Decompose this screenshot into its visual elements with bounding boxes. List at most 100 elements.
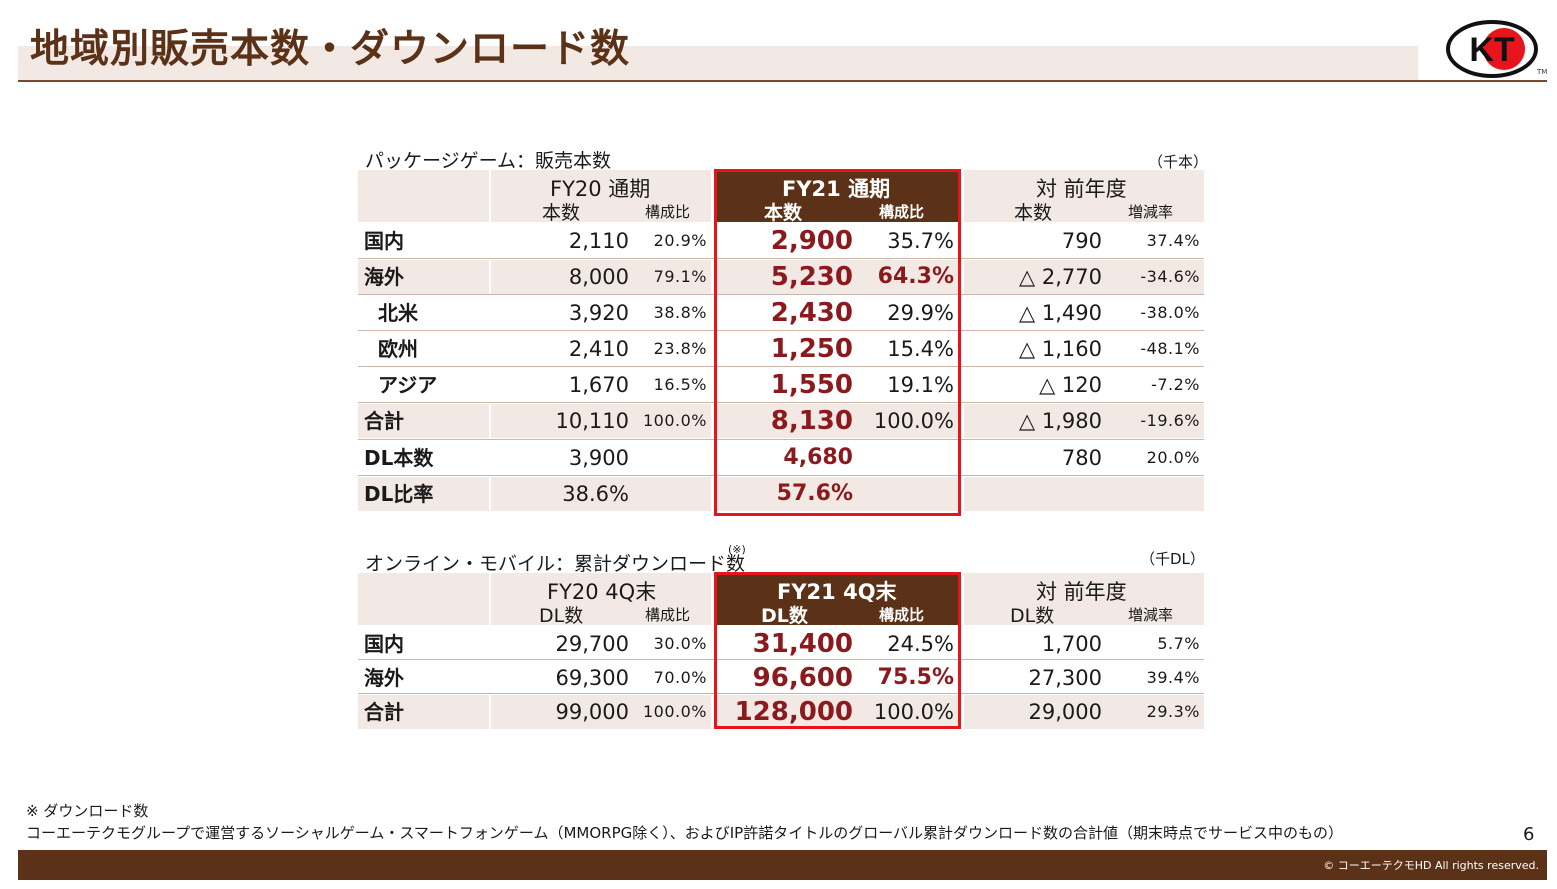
cell-fy20-share: 30.0%: [653, 634, 707, 653]
footnote-heading: ※ ダウンロード数: [26, 802, 149, 820]
page-title: 地域別販売本数・ダウンロード数: [30, 27, 631, 72]
online-header-yoy: 対 前年度 DL数 増減率: [964, 573, 1204, 627]
cell-fy21-share: 35.7%: [887, 229, 954, 253]
package-yoy-units: 本数: [1014, 202, 1053, 224]
cell-yoy-change: 37.4%: [1146, 231, 1200, 250]
row-label-overseas: 海外: [358, 260, 489, 294]
online-fy20-units: DL数: [539, 605, 584, 627]
package-fy21-title: FY21 通期: [782, 177, 891, 201]
cell-fy20-share: 23.8%: [653, 339, 707, 358]
online-unit: （千DL）: [1140, 550, 1205, 568]
online-header-label-cell: [358, 573, 489, 625]
cell-yoy-change: -19.6%: [1106, 404, 1204, 438]
cell-yoy-units: △ 120: [1039, 373, 1102, 397]
package-fy21-share: 構成比: [879, 203, 925, 221]
fy21-online-highlight-box: [714, 572, 961, 729]
cell-fy21-share: 75.5%: [877, 665, 954, 690]
package-section-title: パッケージゲーム：販売本数: [365, 150, 612, 172]
cell-empty: [857, 477, 958, 511]
cell-fy20-share: 38.8%: [653, 303, 707, 322]
cell-empty: [964, 477, 1204, 511]
row-label-europe: 欧州: [378, 337, 418, 361]
cell-fy21-units: 1,250: [770, 334, 853, 364]
package-header-yoy: 対 前年度 本数 増減率: [964, 170, 1204, 224]
online-section-title: オンライン・モバイル：累計ダウンロード数: [365, 553, 746, 575]
cell-yoy-units: 790: [1061, 229, 1102, 253]
cell-empty: [633, 477, 711, 511]
cell-yoy-change: 39.4%: [1146, 668, 1200, 687]
cell-yoy-change: 5.7%: [1157, 634, 1200, 653]
online-fy20-share: 構成比: [645, 606, 691, 624]
cell-fy21-share: 19.1%: [887, 373, 954, 397]
online-row-label-total: 合計: [358, 695, 489, 729]
row-divider: [358, 294, 1204, 295]
online-row-label-domestic: 国内: [364, 632, 404, 656]
cell-yoy-units: 780: [1061, 446, 1102, 470]
cell-fy21-share: 100.0%: [857, 404, 958, 438]
online-row-label-overseas: 海外: [364, 666, 404, 690]
package-header-fy21: FY21 通期 本数 構成比: [717, 172, 958, 224]
online-header-fy20: FY20 4Q末 DL数 構成比: [491, 573, 711, 627]
cell-fy20-units: 3,920: [568, 301, 629, 325]
cell-fy20-units: 69,300: [555, 666, 629, 690]
logo-trademark: TM: [1537, 68, 1548, 76]
cell-fy21-units: 96,600: [752, 663, 853, 693]
cell-fy20-units: 1,670: [568, 373, 629, 397]
row-divider: [358, 258, 1204, 259]
cell-fy21-units: 128,000: [717, 695, 857, 729]
row-divider: [358, 693, 1204, 694]
cell-yoy-change: 29.3%: [1106, 695, 1204, 729]
row-divider: [358, 659, 1204, 660]
cell-fy20-share: 100.0%: [633, 695, 711, 729]
cell-fy20-units: 29,700: [555, 632, 629, 656]
online-header-fy21: FY21 4Q末 DL数 構成比: [717, 575, 958, 627]
row-label-dl-ratio: DL比率: [358, 477, 489, 511]
online-yoy-units: DL数: [1010, 605, 1055, 627]
cell-yoy-units: 29,000: [964, 695, 1106, 729]
cell-yoy-change: -7.2%: [1151, 375, 1200, 394]
package-fy20-units: 本数: [542, 202, 581, 224]
koei-tecmo-logo: KT: [1446, 20, 1538, 78]
page-number: 6: [1523, 824, 1535, 845]
package-yoy-change: 増減率: [1128, 203, 1174, 221]
online-yoy-title: 対 前年度: [1036, 580, 1127, 604]
cell-fy21-share: 64.3%: [857, 260, 958, 294]
cell-fy20-units: 10,110: [491, 404, 633, 438]
row-label-dl-units: DL本数: [364, 446, 434, 470]
online-note-mark: (※): [728, 543, 746, 556]
footer-bar: [18, 850, 1547, 880]
package-unit: （千本）: [1148, 153, 1209, 171]
cell-fy21-share: 100.0%: [857, 695, 958, 729]
cell-fy20-share: 100.0%: [633, 404, 711, 438]
cell-fy20-units: 3,900: [568, 446, 629, 470]
package-header-fy20: FY20 通期 本数 構成比: [491, 170, 711, 224]
cell-fy21-units: 8,130: [717, 404, 857, 438]
cell-fy20-units: 99,000: [491, 695, 633, 729]
package-header-label-cell: [358, 170, 489, 222]
cell-fy21-share: 15.4%: [887, 337, 954, 361]
cell-fy20-units: 2,110: [568, 229, 629, 253]
cell-fy21-units: 5,230: [717, 260, 857, 294]
cell-yoy-units: △ 1,160: [1019, 337, 1102, 361]
online-fy21-share: 構成比: [879, 606, 925, 624]
row-divider: [358, 439, 1204, 440]
cell-yoy-units: △ 1,490: [1019, 301, 1102, 325]
footnote-text: コーエーテクモグループで運営するソーシャルゲーム・スマートフォンゲーム（MMOR…: [26, 824, 1344, 842]
cell-fy20-units: 2,410: [568, 337, 629, 361]
row-label-domestic: 国内: [364, 229, 404, 253]
row-divider: [358, 366, 1204, 367]
cell-yoy-change: -38.0%: [1140, 303, 1200, 322]
package-yoy-title: 対 前年度: [1036, 177, 1127, 201]
row-divider: [358, 330, 1204, 331]
title-band: [18, 46, 1418, 80]
cell-fy21-units: 2,430: [770, 298, 853, 328]
cell-fy20-units: 8,000: [491, 260, 633, 294]
copyright: © コーエーテクモHD All rights reserved.: [1323, 859, 1539, 872]
online-fy20-title: FY20 4Q末: [547, 580, 657, 604]
cell-yoy-change: -48.1%: [1140, 339, 1200, 358]
cell-fy21-share: 24.5%: [887, 632, 954, 656]
cell-fy21-units: 57.6%: [717, 477, 857, 511]
package-fy20-share: 構成比: [645, 203, 691, 221]
cell-yoy-change: 20.0%: [1146, 448, 1200, 467]
cell-fy21-units: 1,550: [770, 370, 853, 400]
